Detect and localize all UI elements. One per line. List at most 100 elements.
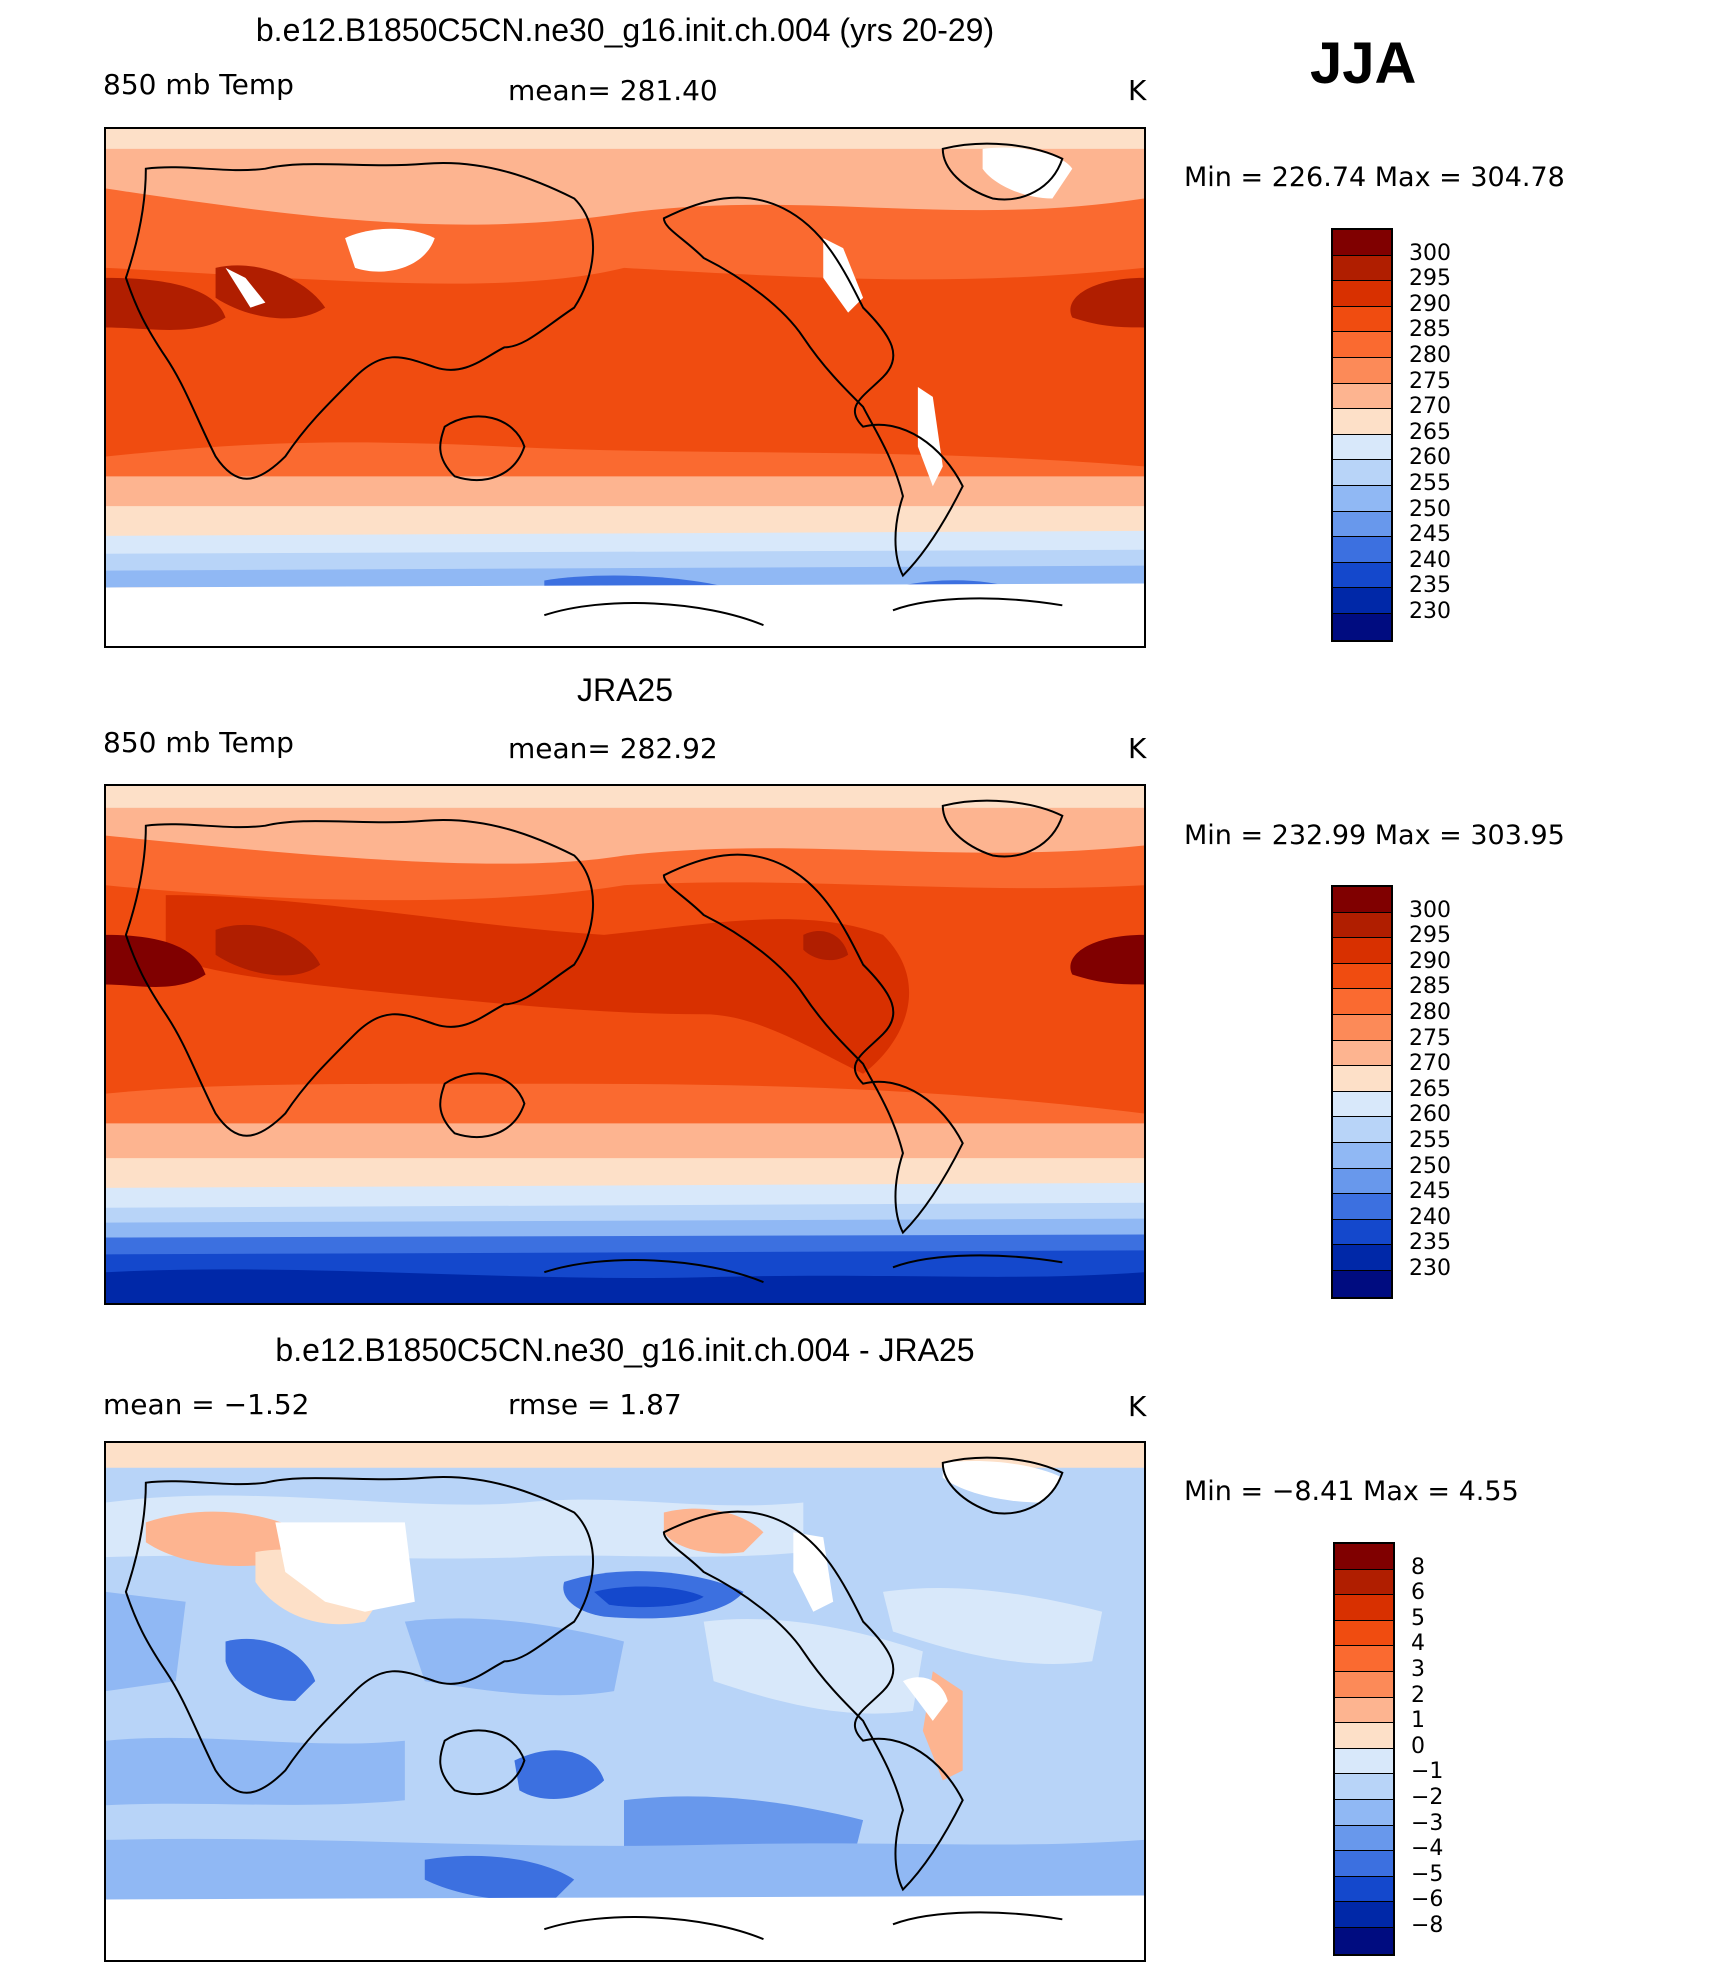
colorbar-segment xyxy=(1333,613,1391,640)
colorbar-level-label: 270 xyxy=(1409,394,1451,420)
colorbar-level-label: −8 xyxy=(1411,1913,1444,1938)
panel-2-mean-label: mean= 282.92 xyxy=(508,732,718,765)
colorbar-level-label: 255 xyxy=(1409,1128,1451,1153)
colorbar-level-label: 265 xyxy=(1409,1076,1451,1102)
colorbar-level-label: 8 xyxy=(1411,1554,1425,1580)
colorbar-level-label: 1 xyxy=(1411,1708,1425,1734)
colorbar-level-label: 285 xyxy=(1409,317,1451,343)
colorbar-segment xyxy=(1333,511,1391,538)
panel-2-map xyxy=(104,784,1146,1305)
colorbar-segment xyxy=(1333,989,1391,1015)
panel-2-title: JRA25 xyxy=(576,672,674,708)
colorbar-level-label: 295 xyxy=(1409,266,1451,292)
colorbar-segment xyxy=(1335,1799,1393,1826)
colorbar-segment xyxy=(1333,255,1391,282)
colorbar-level-label: −1 xyxy=(1411,1759,1444,1785)
colorbar-level-label: −5 xyxy=(1411,1861,1444,1887)
colorbar-segment xyxy=(1335,1569,1393,1596)
panel-1-mean-label: mean= 281.40 xyxy=(508,74,718,107)
colorbar-level-label: 275 xyxy=(1409,1025,1451,1051)
panel-3-mean-label: mean = −1.52 xyxy=(103,1388,310,1421)
colorbar-level-label: 240 xyxy=(1409,547,1451,573)
colorbar-segment xyxy=(1333,357,1391,384)
colorbar-segment xyxy=(1333,938,1391,964)
colorbar-segment xyxy=(1333,434,1391,461)
panel-2-variable-label: 850 mb Temp xyxy=(103,726,294,759)
colorbar-segment xyxy=(1333,562,1391,589)
colorbar-level-label: 0 xyxy=(1411,1733,1425,1759)
panel-1-title: b.e12.B1850C5CN.ne30_g16.init.ch.004 (yr… xyxy=(255,12,995,48)
colorbar-segment xyxy=(1335,1697,1393,1724)
colorbar-level-label: 280 xyxy=(1409,1000,1451,1025)
colorbar-level-label: 280 xyxy=(1409,343,1451,368)
colorbar-segment xyxy=(1335,1876,1393,1903)
colorbar-segment xyxy=(1333,1270,1391,1297)
panel-2-minmax: Min = 232.99 Max = 303.95 xyxy=(1184,820,1565,851)
colorbar-level-label: 270 xyxy=(1409,1051,1451,1077)
colorbar-level-label: 260 xyxy=(1409,445,1451,471)
colorbar-level-label: −3 xyxy=(1411,1810,1444,1836)
colorbar-segment xyxy=(1335,1595,1393,1621)
colorbar-segment xyxy=(1335,1544,1393,1570)
colorbar-level-label: 3 xyxy=(1411,1657,1425,1682)
colorbar-segment xyxy=(1333,1117,1391,1143)
colorbar-segment xyxy=(1335,1851,1393,1877)
panel-1-variable-label: 850 mb Temp xyxy=(103,68,294,101)
colorbar-level-label: 240 xyxy=(1409,1204,1451,1230)
colorbar-segment xyxy=(1335,1671,1393,1698)
colorbar-segment xyxy=(1333,1066,1391,1092)
colorbar-level-label: 230 xyxy=(1409,599,1451,624)
panel-1-units-label: K xyxy=(1128,74,1147,107)
colorbar-level-label: −4 xyxy=(1411,1836,1444,1862)
panel-2-colorbar xyxy=(1331,885,1393,1299)
colorbar-level-label: 2 xyxy=(1411,1682,1425,1708)
colorbar-segment xyxy=(1335,1723,1393,1749)
season-label: JJA xyxy=(1310,31,1417,96)
colorbar-segment xyxy=(1335,1927,1393,1954)
colorbar-level-label: 230 xyxy=(1409,1256,1451,1281)
colorbar-segment xyxy=(1335,1646,1393,1672)
colorbar-level-label: 300 xyxy=(1409,240,1451,266)
colorbar-level-label: 250 xyxy=(1409,496,1451,522)
colorbar-level-label: 4 xyxy=(1411,1631,1425,1657)
colorbar-level-label: 255 xyxy=(1409,471,1451,496)
colorbar-segment xyxy=(1335,1825,1393,1852)
colorbar-segment xyxy=(1335,1902,1393,1928)
colorbar-segment xyxy=(1335,1774,1393,1800)
colorbar-segment xyxy=(1333,1219,1391,1246)
colorbar-segment xyxy=(1333,963,1391,990)
colorbar-segment xyxy=(1333,588,1391,614)
colorbar-level-label: 235 xyxy=(1409,573,1451,599)
colorbar-level-label: 265 xyxy=(1409,419,1451,445)
colorbar-level-label: 275 xyxy=(1409,368,1451,394)
colorbar-level-label: 6 xyxy=(1411,1580,1425,1606)
panel-3-units-label: K xyxy=(1128,1390,1147,1423)
panel-3-minmax: Min = −8.41 Max = 4.55 xyxy=(1184,1476,1519,1507)
colorbar-segment xyxy=(1333,887,1391,913)
colorbar-segment xyxy=(1333,1014,1391,1041)
colorbar-segment xyxy=(1333,1091,1391,1118)
colorbar-segment xyxy=(1333,485,1391,512)
colorbar-segment xyxy=(1333,460,1391,486)
colorbar-segment xyxy=(1333,332,1391,358)
panel-3-map xyxy=(104,1441,1146,1962)
colorbar-level-label: 290 xyxy=(1409,291,1451,317)
colorbar-segment xyxy=(1333,281,1391,307)
panel-1-colorbar xyxy=(1331,228,1393,642)
colorbar-segment xyxy=(1333,230,1391,256)
panel-1-minmax: Min = 226.74 Max = 304.78 xyxy=(1184,162,1565,193)
colorbar-level-label: −2 xyxy=(1411,1785,1444,1810)
panel-1-map xyxy=(104,127,1146,648)
colorbar-segment xyxy=(1333,306,1391,333)
colorbar-level-label: 250 xyxy=(1409,1153,1451,1179)
colorbar-segment xyxy=(1333,912,1391,939)
colorbar-segment xyxy=(1333,1194,1391,1220)
colorbar-segment xyxy=(1333,537,1391,563)
colorbar-level-label: 300 xyxy=(1409,897,1451,923)
colorbar-segment xyxy=(1333,1040,1391,1067)
colorbar-level-label: 290 xyxy=(1409,948,1451,974)
panel-3-rmse-label: rmse = 1.87 xyxy=(508,1388,682,1421)
colorbar-segment xyxy=(1335,1620,1393,1647)
colorbar-segment xyxy=(1333,409,1391,435)
colorbar-level-label: 260 xyxy=(1409,1102,1451,1128)
